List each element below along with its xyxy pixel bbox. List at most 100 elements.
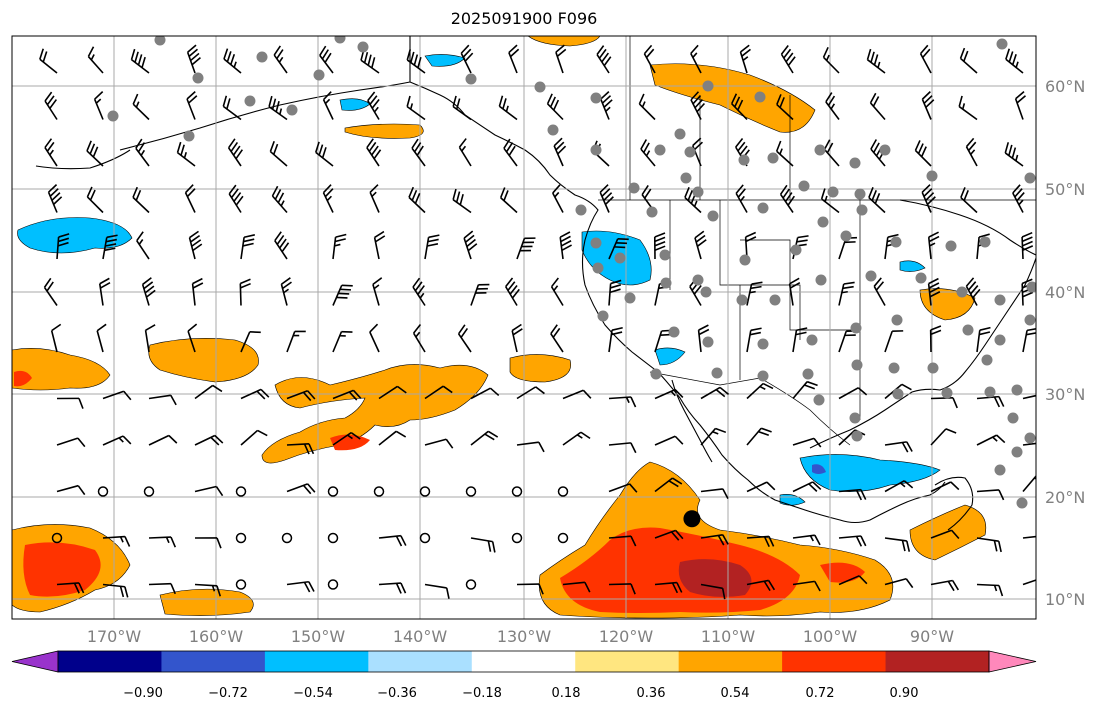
wind-barb — [269, 140, 288, 167]
coastlines — [35, 36, 1036, 531]
wind-barb — [322, 184, 334, 213]
wind-barb — [452, 188, 472, 214]
wind-barb — [194, 384, 223, 400]
station-dot — [849, 157, 861, 169]
wind-barb — [240, 388, 270, 400]
colorbar-frame — [57, 650, 990, 673]
wind-barb — [914, 140, 932, 167]
wind-barb — [102, 583, 129, 598]
wind-barb — [600, 91, 613, 120]
wind-barb — [470, 283, 490, 306]
wind-barb — [332, 284, 353, 306]
wind-barb — [412, 324, 426, 353]
station-dot — [739, 254, 751, 266]
wind-barb — [868, 187, 886, 214]
wind-barb — [271, 185, 288, 214]
wind-barb — [553, 137, 567, 167]
station-dot — [660, 277, 672, 289]
station-dot — [702, 80, 714, 92]
wind-barb — [884, 441, 913, 453]
station-dot — [534, 81, 546, 93]
station-dot — [806, 334, 818, 346]
station-dot — [192, 72, 204, 84]
wind-barb — [960, 187, 978, 214]
wind-barb — [332, 389, 362, 401]
wind-barb — [838, 575, 868, 586]
station-dot — [1024, 314, 1036, 326]
wind-barb — [1005, 48, 1024, 74]
wind-barb — [44, 91, 58, 120]
wind-barb — [654, 435, 684, 446]
wind-barb — [700, 427, 727, 446]
wind-barb — [1004, 142, 1024, 167]
wind-barb — [599, 184, 614, 213]
station-dot — [357, 41, 369, 53]
wind-barb — [884, 537, 911, 552]
station-dot — [575, 204, 587, 216]
wind-barb — [927, 231, 940, 260]
station-dot — [757, 370, 769, 382]
wind-barb — [825, 92, 840, 120]
wind-barb — [730, 93, 748, 121]
station-dot — [790, 244, 802, 256]
station-dot — [659, 249, 671, 261]
wind-barb — [643, 44, 656, 74]
station-dot — [680, 172, 692, 184]
calm-wind-circle — [373, 486, 385, 497]
longitude-labels: 170°W 160°W 150°W 140°W 130°W 120°W 110°… — [87, 627, 954, 646]
station-dot — [183, 130, 195, 142]
wind-barb — [516, 386, 545, 400]
station-dot — [827, 186, 839, 198]
lon-label: 160°W — [189, 627, 244, 646]
wind-barb — [43, 277, 58, 306]
station-dot — [1024, 172, 1036, 184]
wind-barb — [194, 434, 224, 446]
wind-barb — [516, 583, 544, 595]
wind-barb — [654, 581, 683, 594]
station-dot — [757, 202, 769, 214]
station-dot — [154, 36, 166, 46]
wind-barb — [929, 325, 942, 353]
calm-wind-circles — [51, 486, 569, 590]
map-frame — [11, 35, 1037, 620]
latitude-labels: 60°N 50°N 40°N 30°N 20°N 10°N — [1045, 77, 1085, 609]
wind-barb — [504, 277, 520, 306]
wind-barb — [186, 44, 201, 74]
wind-barb — [406, 95, 426, 121]
wind-barb — [194, 583, 222, 597]
wind-barb — [87, 46, 104, 74]
wind-barb — [976, 434, 1006, 446]
wind-barb — [240, 234, 256, 260]
calm-wind-circle — [557, 486, 569, 497]
wind-barb — [102, 390, 132, 401]
wind-barb — [965, 137, 978, 167]
station-dot — [994, 294, 1006, 306]
station-dot — [962, 324, 974, 336]
wind-barb — [194, 537, 222, 549]
station-dot — [702, 336, 714, 348]
map-title: 2025091900 F096 — [450, 9, 598, 28]
calm-wind-circle — [419, 532, 431, 544]
wind-barb — [286, 483, 316, 495]
wind-barb — [838, 535, 867, 547]
station-dot — [849, 412, 861, 424]
wind-barb — [460, 44, 474, 74]
station-dot — [890, 236, 902, 248]
wind-barb — [921, 91, 935, 120]
station-dot — [915, 272, 927, 284]
calm-wind-circle — [51, 532, 63, 544]
wind-barb — [280, 277, 292, 306]
station-dot — [711, 367, 723, 379]
wind-barb — [457, 324, 472, 353]
wind-barb — [930, 428, 957, 446]
wind-barb — [369, 184, 380, 213]
station-dot — [624, 292, 636, 304]
station-dot — [767, 152, 779, 164]
wind-barb — [56, 437, 86, 448]
station-dot — [646, 206, 658, 218]
colorbar-tick-label: 0.36 — [637, 686, 666, 701]
lon-label: 140°W — [393, 627, 448, 646]
calm-wind-circle — [327, 579, 339, 590]
wind-barb — [452, 95, 472, 121]
wind-barb — [653, 232, 666, 260]
